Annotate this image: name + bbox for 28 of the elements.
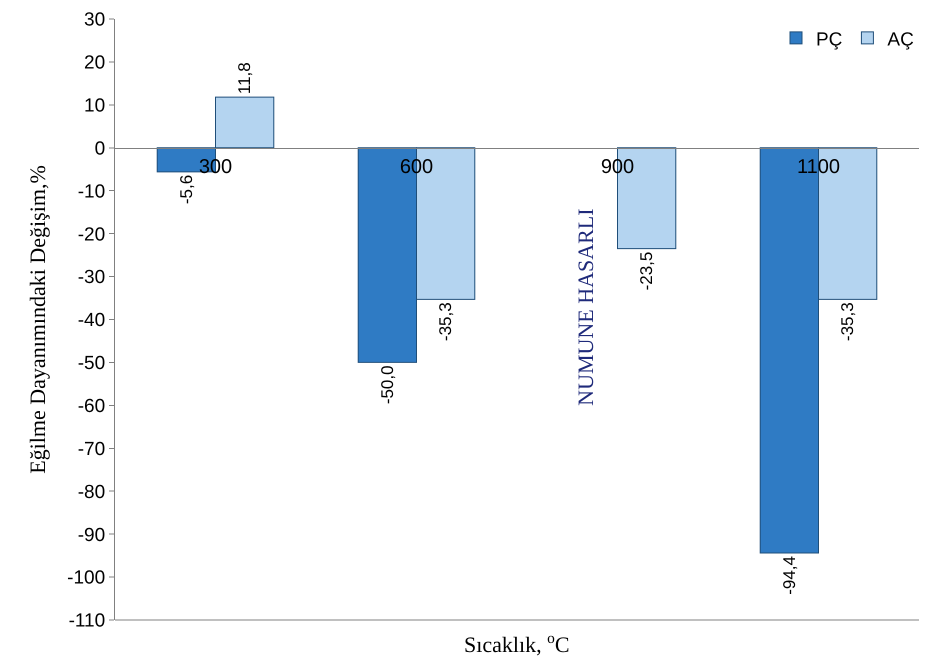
data-label: -50,0 <box>378 365 397 404</box>
x-tick-label: 1100 <box>796 156 840 178</box>
data-label: -35,3 <box>436 302 456 342</box>
data-label: -5,6 <box>176 174 196 204</box>
y-tick-label: -50 <box>78 353 106 374</box>
y-axis-title: Eğilme Dayanımındaki Değişim,% <box>24 165 50 474</box>
y-tick-label: -110 <box>68 610 106 632</box>
y-tick-label: -20 <box>78 224 106 246</box>
y-tick-label: -10 <box>78 181 106 202</box>
data-label: 11,8 <box>235 62 254 94</box>
y-tick-label: -100 <box>67 568 106 589</box>
x-axis-title: Sıcaklık, $^{o}$C <box>464 630 570 658</box>
data-label: -35,3 <box>838 302 858 342</box>
y-tick-label: -30 <box>78 267 106 288</box>
legend-label: AÇ <box>887 29 914 50</box>
y-tick-label: -60 <box>78 396 106 418</box>
legend-label: PÇ <box>816 29 842 50</box>
y-tick-label: 10 <box>84 96 106 117</box>
y-tick-label: -80 <box>78 482 106 503</box>
data-label: -94,4 <box>780 556 799 595</box>
y-tick-label: -70 <box>78 438 106 460</box>
data-label: -23,5 <box>637 252 656 290</box>
y-tick-label: 20 <box>84 52 106 74</box>
y-tick-label: 0 <box>94 138 106 160</box>
y-tick-label: 30 <box>84 10 106 31</box>
y-tick-label: -40 <box>78 310 106 332</box>
annotation: NUMUNE HASARLI <box>572 208 598 406</box>
y-tick-label: -90 <box>78 524 106 546</box>
